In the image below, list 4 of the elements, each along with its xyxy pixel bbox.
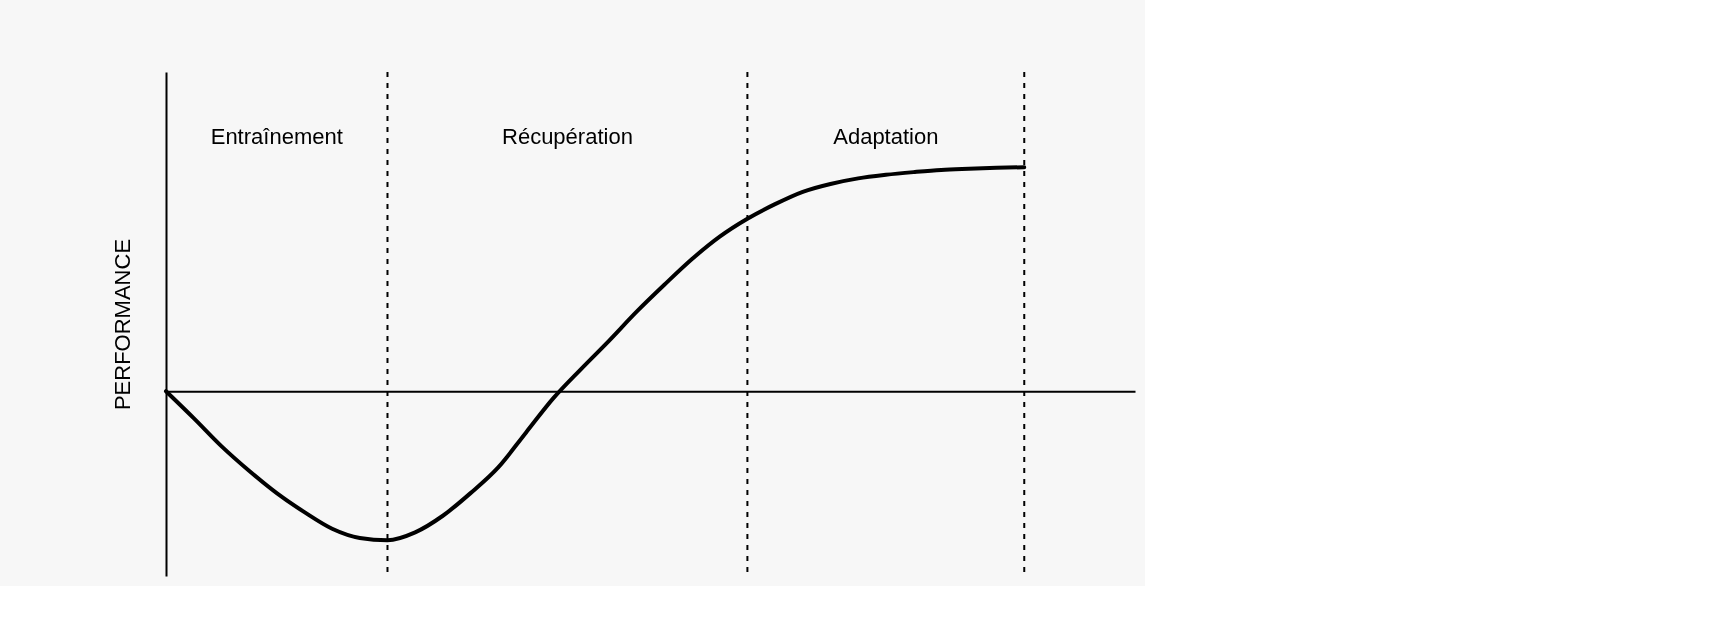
text: Adaptation — [833, 124, 939, 149]
text: Entraînement — [210, 124, 343, 149]
y-axis-title: PERFORMANCE — [109, 238, 135, 411]
text: Récupération — [502, 124, 633, 149]
